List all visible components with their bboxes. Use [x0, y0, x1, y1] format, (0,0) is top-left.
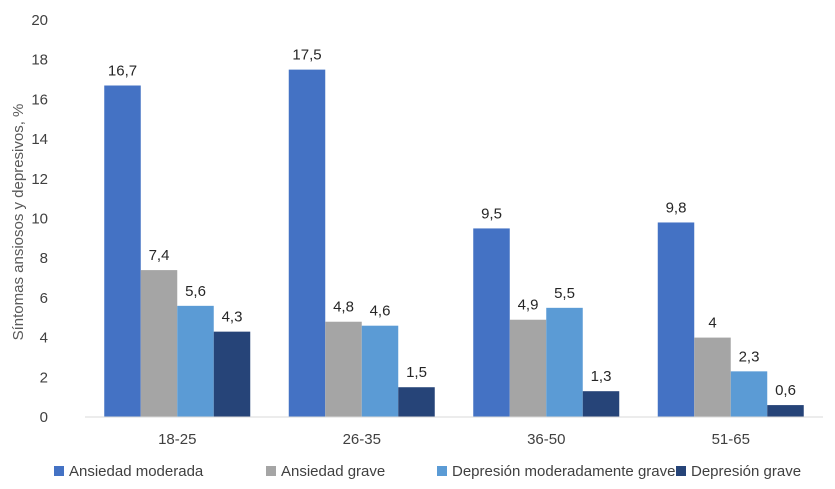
data-label-1-0: 17,5 — [292, 47, 321, 64]
bar-2-1 — [509, 319, 547, 417]
y-tick-label-4: 8 — [40, 250, 48, 267]
data-label-3-3: 0,6 — [775, 382, 796, 399]
y-tick-label-7: 14 — [31, 131, 48, 148]
y-tick-label-3: 6 — [40, 290, 48, 307]
y-tick-label-0: 0 — [40, 409, 48, 426]
y-tick-label-5: 10 — [31, 211, 48, 228]
data-label-0-0: 16,7 — [108, 63, 137, 80]
data-label-0-3: 4,3 — [222, 309, 243, 326]
x-tick-label-2: 36-50 — [527, 431, 565, 448]
bar-0-0 — [104, 85, 141, 417]
data-labels: 16,7 7,4 5,6 4,3 17,5 4,8 4,6 1,5 9,5 4,9 5,5 1,3 9,… — [108, 47, 796, 399]
x-tick-label-3: 51-65 — [712, 431, 750, 448]
bar-1-1 — [325, 321, 362, 417]
data-label-0-1: 7,4 — [149, 247, 170, 264]
bar-3-0 — [657, 222, 695, 417]
bar-0-1 — [140, 270, 178, 417]
data-label-3-1: 4 — [708, 315, 716, 332]
bar-0-3 — [213, 331, 251, 417]
data-label-3-0: 9,8 — [666, 199, 687, 216]
bar-3-1 — [694, 337, 731, 417]
bar-1-0 — [288, 69, 326, 417]
bar-1-2 — [361, 325, 399, 417]
bar-2-3 — [582, 391, 620, 417]
y-tick-label-2: 4 — [40, 330, 48, 347]
data-label-1-1: 4,8 — [333, 299, 354, 316]
data-label-1-2: 4,6 — [370, 303, 391, 320]
bar-3-3 — [767, 405, 804, 417]
data-label-1-3: 1,5 — [406, 364, 427, 381]
bar-1-3 — [398, 387, 435, 417]
data-label-2-2: 5,5 — [554, 285, 575, 302]
legend-swatch-0 — [54, 466, 64, 476]
bar-2-2 — [546, 307, 583, 417]
legend-swatch-2 — [437, 466, 447, 476]
data-label-2-3: 1,3 — [591, 368, 612, 385]
y-axis-title: Síntomas ansiosos y depresivos, % — [10, 104, 27, 341]
y-axis-ticks: 0 2 4 6 8 10 12 14 16 18 20 — [31, 12, 48, 426]
data-label-2-1: 4,9 — [518, 297, 539, 314]
y-tick-label-1: 2 — [40, 369, 48, 386]
bar-0-2 — [177, 305, 214, 417]
x-tick-label-1: 26-35 — [343, 431, 381, 448]
bar-2-0 — [473, 228, 510, 417]
data-label-3-2: 2,3 — [739, 348, 760, 365]
data-label-0-2: 5,6 — [185, 283, 206, 300]
bar-3-2 — [730, 371, 768, 417]
y-tick-label-8: 16 — [31, 91, 48, 108]
x-axis-ticks: 18-25 26-35 36-50 51-65 — [158, 431, 750, 448]
legend-label-3: Depresión grave — [691, 463, 801, 480]
legend: Ansiedad moderada Ansiedad grave Depresión… — [54, 463, 801, 480]
data-label-2-0: 9,5 — [481, 205, 502, 222]
bar-series — [104, 69, 804, 417]
y-tick-label-6: 12 — [31, 171, 48, 188]
legend-swatch-1 — [266, 466, 276, 476]
legend-label-1: Ansiedad grave — [281, 463, 385, 480]
y-tick-label-10: 20 — [31, 12, 48, 29]
legend-label-0: Ansiedad moderada — [69, 463, 204, 480]
legend-label-2: Depresión moderadamente grave — [452, 463, 675, 480]
legend-swatch-3 — [676, 466, 686, 476]
y-tick-label-9: 18 — [31, 52, 48, 69]
x-tick-label-0: 18-25 — [158, 431, 196, 448]
